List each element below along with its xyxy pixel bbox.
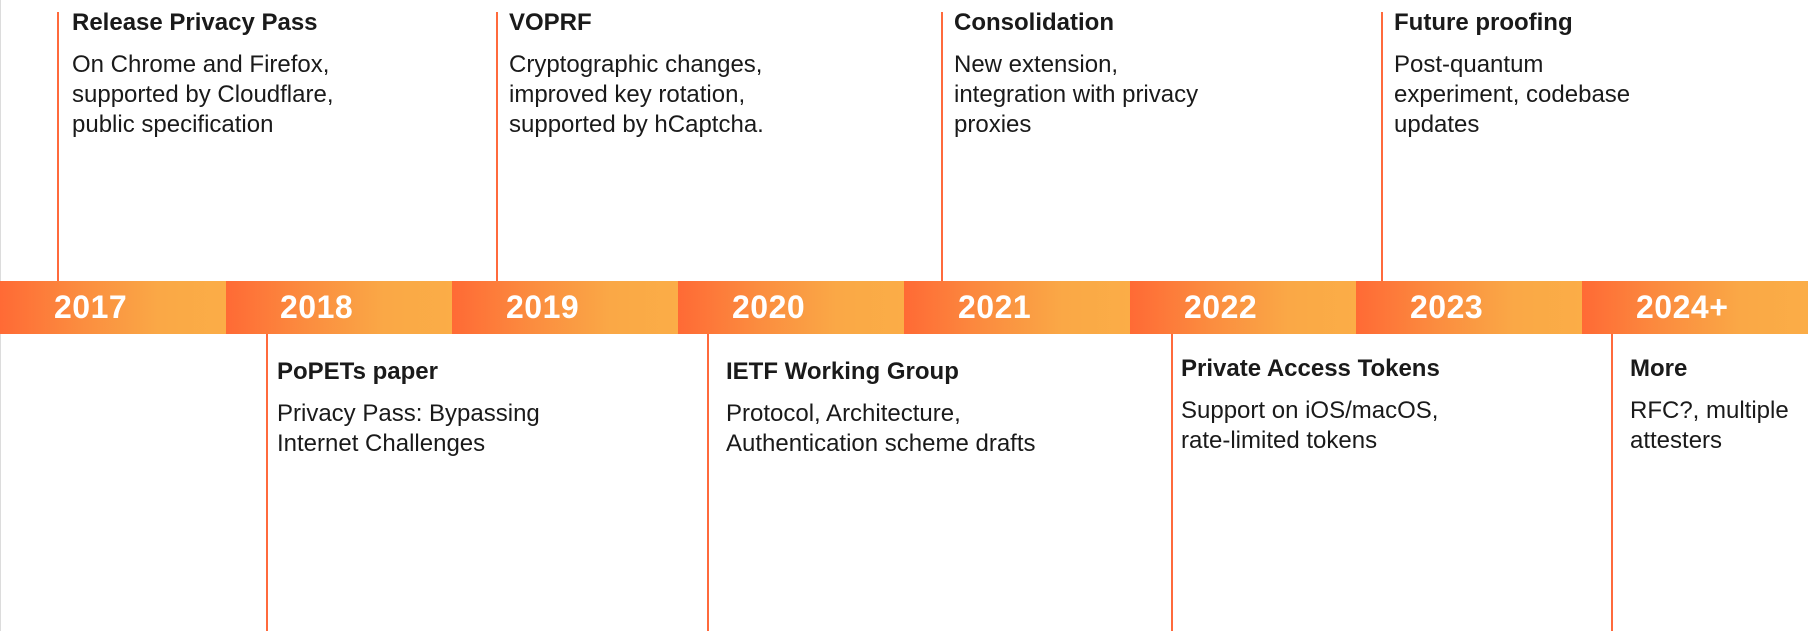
year-segment-2021: 2021 <box>904 281 1130 334</box>
event-title: PoPETs paper <box>277 358 438 385</box>
event-ietf-working-group: IETF Working Group Protocol, Architectur… <box>726 357 1036 459</box>
connector-line-2017 <box>57 12 59 281</box>
event-description: Support on iOS/macOS, rate-limited token… <box>1181 397 1439 454</box>
year-segment-2017: 2017 <box>0 281 226 334</box>
event-description: RFC?, multiple attesters <box>1630 397 1789 454</box>
event-title: Future proofing <box>1394 9 1573 36</box>
event-more: More RFC?, multiple attesters <box>1630 354 1789 456</box>
event-title: Consolidation <box>954 9 1114 36</box>
year-label: 2017 <box>54 289 128 325</box>
year-label: 2020 <box>732 289 806 325</box>
connector-line-2024 <box>1611 334 1613 631</box>
event-description: New extension, integration with privacy … <box>954 51 1199 138</box>
connector-line-2019 <box>496 12 498 281</box>
year-label: 2022 <box>1184 289 1258 325</box>
event-title: Release Privacy Pass <box>72 9 318 36</box>
event-private-access-tokens: Private Access Tokens Support on iOS/mac… <box>1181 354 1440 456</box>
event-description: Cryptographic changes, improved key rota… <box>509 51 764 138</box>
connector-line-2020 <box>707 334 709 631</box>
year-segment-2018: 2018 <box>226 281 452 334</box>
year-label: 2019 <box>506 289 580 325</box>
event-title: IETF Working Group <box>726 358 959 385</box>
connector-line-2022 <box>1171 334 1173 631</box>
year-segment-2020: 2020 <box>678 281 904 334</box>
event-description: Privacy Pass: Bypassing Internet Challen… <box>277 400 540 457</box>
event-title: VOPRF <box>509 9 592 36</box>
event-future-proofing: Future proofing Post-quantum experiment,… <box>1394 8 1630 140</box>
event-release-privacy-pass: Release Privacy Pass On Chrome and Firef… <box>72 8 334 140</box>
event-description: Protocol, Architecture, Authentication s… <box>726 400 1036 457</box>
connector-line-2018 <box>266 334 268 631</box>
year-label: 2021 <box>958 289 1032 325</box>
year-label: 2018 <box>280 289 354 325</box>
event-title: Private Access Tokens <box>1181 355 1440 382</box>
connector-line-2021 <box>941 12 943 281</box>
year-segment-2022: 2022 <box>1130 281 1356 334</box>
year-segment-2024-plus: 2024+ <box>1582 281 1808 334</box>
event-description: On Chrome and Firefox, supported by Clou… <box>72 51 334 138</box>
year-band: 2017 2018 2019 2020 2021 2022 2023 2024+ <box>0 281 1808 334</box>
event-description: Post-quantum experiment, codebase update… <box>1394 51 1631 138</box>
event-title: More <box>1630 355 1688 382</box>
year-segment-2019: 2019 <box>452 281 678 334</box>
event-consolidation: Consolidation New extension, integration… <box>954 8 1198 140</box>
connector-line-2023 <box>1381 12 1383 281</box>
year-label: 2023 <box>1410 289 1484 325</box>
event-voprf: VOPRF Cryptographic changes, improved ke… <box>509 8 764 140</box>
year-label: 2024+ <box>1636 289 1729 325</box>
year-segment-2023: 2023 <box>1356 281 1582 334</box>
event-popets-paper: PoPETs paper Privacy Pass: Bypassing Int… <box>277 357 540 459</box>
